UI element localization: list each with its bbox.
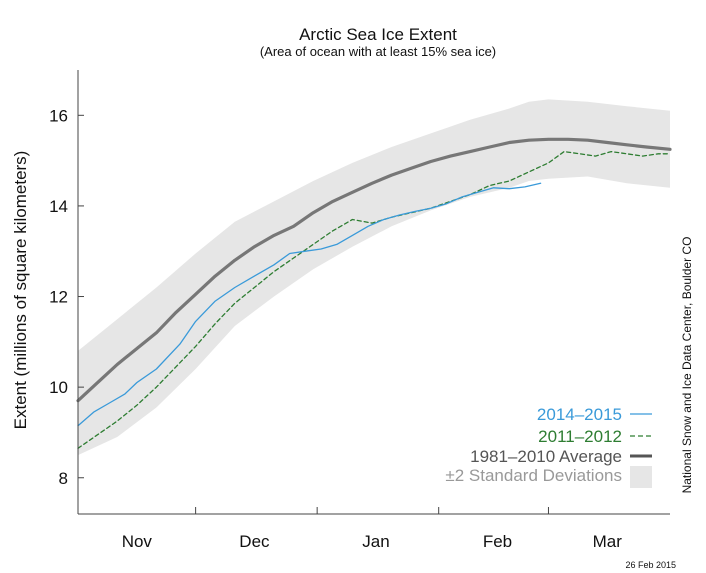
std-dev-band (78, 99, 670, 456)
legend-label: 2014–2015 (537, 405, 622, 424)
x-tick-label-dec: Dec (239, 532, 270, 551)
series-layer (76, 137, 672, 449)
y-ticks: 8 10 12 14 16 (49, 106, 84, 488)
legend-label: 1981–2010 Average (470, 447, 622, 466)
chart-title: Arctic Sea Ice Extent (299, 25, 457, 44)
series-line-2014-2015 (77, 182, 542, 427)
x-ticks: Nov Dec Jan Feb Mar (122, 507, 623, 551)
y-tick-label: 14 (49, 197, 68, 216)
x-tick-label-feb: Feb (483, 532, 512, 551)
y-tick-label: 8 (59, 469, 68, 488)
date-stamp: 26 Feb 2015 (625, 560, 676, 570)
x-tick-label-mar: Mar (593, 532, 623, 551)
y-tick-label: 16 (49, 106, 68, 125)
legend-label: ±2 Standard Deviations (445, 466, 622, 485)
legend-label: 2011–2012 (538, 427, 622, 446)
y-tick-label: 10 (49, 378, 68, 397)
source-credit: National Snow and Ice Data Center, Bould… (680, 237, 694, 494)
x-tick-label-nov: Nov (122, 532, 153, 551)
chart-subtitle: (Area of ocean with at least 15% sea ice… (260, 44, 496, 59)
y-axis-label: Extent (millions of square kilometers) (11, 151, 30, 430)
std-dev-band-layer (78, 99, 670, 456)
y-tick-label: 12 (49, 288, 68, 307)
series-line-average-1981-2010 (76, 137, 672, 403)
x-tick-label-jan: Jan (362, 532, 389, 551)
axes (77, 70, 670, 515)
legend-swatch-band (630, 466, 652, 488)
